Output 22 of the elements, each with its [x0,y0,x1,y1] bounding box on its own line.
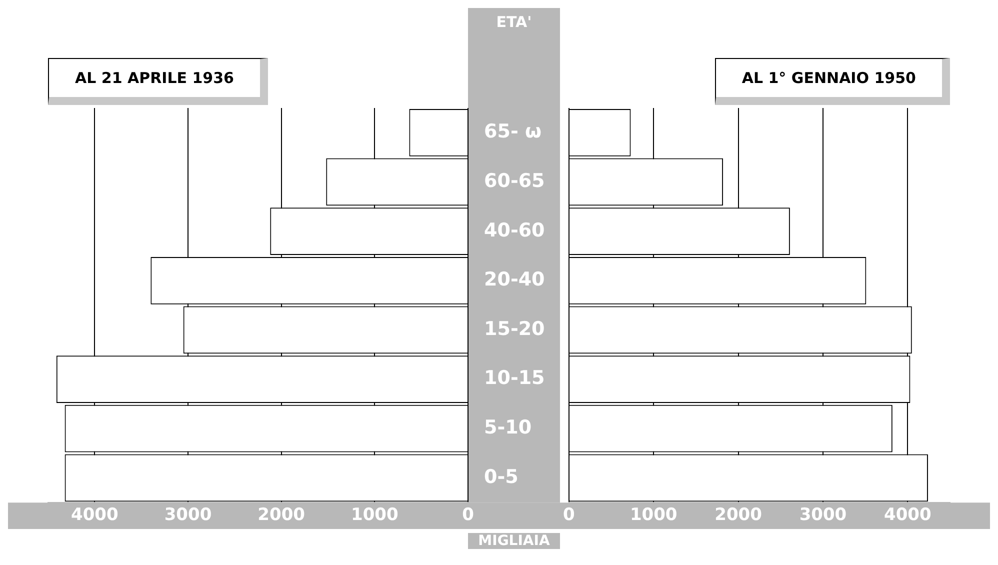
x-tick-label: 1000 [630,505,678,526]
y-tick-label: 20-40 [484,268,545,291]
chart-title: AL 1° GENNAIO 1950 [714,58,950,105]
x-tick-label: 3000 [164,505,212,526]
x-tick-label: 2000 [714,505,762,526]
x-tick-label: 3000 [799,505,847,526]
y-axis-title: ETA' [468,10,560,34]
x-tick-label: 0 [462,505,474,526]
y-tick-label: 40-60 [484,219,545,242]
chart-title: AL 21 APRILE 1936 [48,58,268,105]
y-tick-label: 15-20 [484,318,545,340]
y-tick-label: 5-10 [484,416,532,439]
y-tick-label: 60-65 [484,170,545,192]
x-tick-label: 4000 [884,505,932,526]
x-tick-label: 1000 [351,505,398,526]
x-tick-label: 0 [562,505,575,526]
y-tick-label: 10-15 [484,367,545,390]
y-tick-label: 0-5 [484,466,518,488]
x-tick-label: 4000 [71,505,118,526]
y-tick-label: 65- ω [484,120,542,143]
x-axis-title: MIGLIAIA [468,533,560,549]
x-tick-label: 2000 [258,505,306,526]
